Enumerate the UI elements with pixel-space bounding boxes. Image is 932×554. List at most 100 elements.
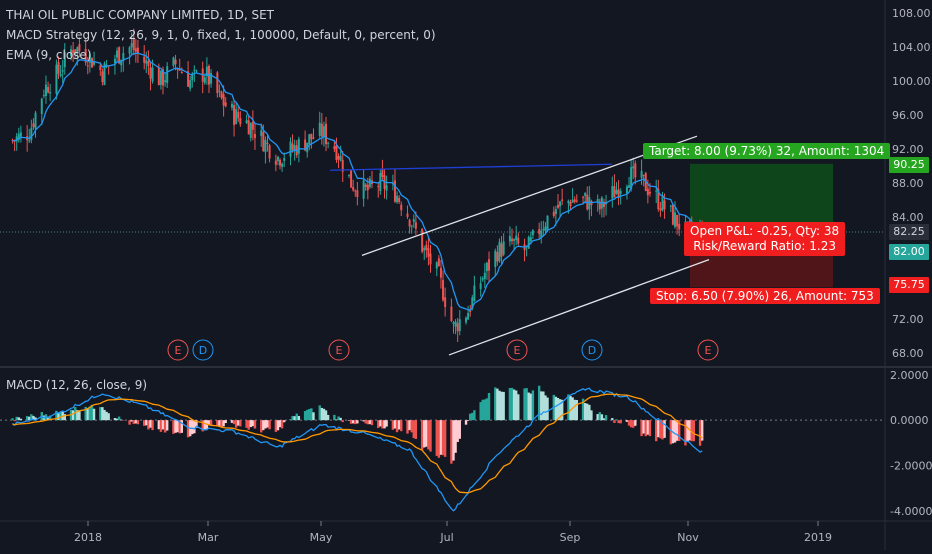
macd-histogram-bar (473, 410, 476, 421)
macd-histogram-bar (253, 420, 257, 429)
macd-histogram-bar (661, 420, 664, 440)
candle-body (322, 126, 325, 138)
candle-body (147, 60, 150, 67)
macd-histogram-bar (379, 420, 382, 427)
candle-body (350, 170, 353, 188)
event-marker-label: E (514, 344, 521, 357)
macd-histogram-bar (588, 404, 591, 421)
candle-body (588, 197, 591, 210)
macd-histogram-bar (690, 420, 693, 442)
macd-histogram-bar (312, 412, 315, 421)
candle-body (552, 211, 555, 217)
macd-histogram-bar (512, 389, 516, 421)
candle-body (408, 219, 411, 227)
macd-histogram-bar (354, 420, 357, 425)
candle-body (659, 208, 662, 211)
candle-body (454, 321, 457, 327)
candle-body (325, 123, 328, 145)
candle-body (57, 61, 60, 74)
candle-body (327, 142, 330, 144)
macd-histogram-bar (590, 410, 593, 421)
macd-histogram-bar (193, 420, 196, 434)
candle-body (30, 127, 33, 140)
macd-histogram-bar (575, 399, 578, 421)
macd-histogram-bar (13, 420, 16, 422)
candle-body (632, 166, 635, 169)
macd-histogram-bar (268, 420, 271, 430)
macd-histogram-bar (251, 420, 255, 427)
candle-body (362, 180, 365, 199)
candle-body (203, 77, 206, 83)
candle-body (567, 200, 570, 204)
candle-body (312, 137, 315, 139)
macd-histogram-bar (429, 420, 432, 452)
macd-histogram-bar (362, 420, 365, 422)
candle-body (70, 49, 73, 57)
macd-histogram-bar (471, 412, 474, 421)
candle-body (76, 47, 79, 54)
macd-histogram-bar (443, 420, 447, 457)
candle-body (427, 247, 430, 257)
candle-body (191, 74, 194, 81)
candle-body (86, 65, 89, 67)
candle-body (450, 306, 453, 322)
macd-histogram-bar (412, 420, 415, 439)
macd-histogram-bar (147, 420, 150, 430)
macd-histogram-bar (78, 411, 81, 421)
candle-body (513, 239, 516, 241)
candle-body (630, 167, 633, 190)
candle-body (655, 190, 658, 192)
candle-body (368, 178, 371, 187)
macd-histogram-bar (230, 420, 234, 423)
price-tick-label: 108.00 (892, 7, 931, 20)
candle-body (571, 199, 574, 203)
macd-histogram-bar (289, 419, 292, 421)
candle-body (465, 317, 468, 323)
candle-body (230, 103, 233, 108)
macd-histogram-bar (464, 420, 468, 425)
macd-histogram-bar (423, 420, 426, 448)
candle-body (496, 252, 499, 262)
macd-histogram-bar (640, 420, 643, 437)
macd-histogram-bar (28, 416, 31, 421)
macd-histogram-bar (310, 408, 313, 421)
candle-body (237, 112, 240, 119)
candle-body (396, 195, 399, 203)
candle-body (63, 51, 66, 68)
macd-histogram-bar (583, 403, 587, 421)
macd-histogram-bar (435, 420, 438, 456)
macd-histogram-bar (306, 409, 309, 421)
price-tick-label: 72.00 (892, 313, 924, 326)
candle-body (251, 121, 254, 130)
candle-body (602, 201, 605, 208)
candle-body (544, 226, 547, 232)
macd-histogram-bar (264, 420, 267, 429)
candle-body (166, 66, 169, 84)
macd-histogram-bar (128, 420, 131, 425)
macd-histogram-bar (191, 420, 194, 435)
candle-body (582, 196, 585, 198)
macd-histogram-bar (136, 420, 140, 425)
candle-body (471, 297, 474, 309)
macd-histogram-bar (604, 415, 608, 421)
candle-body (122, 53, 125, 61)
candle-body (59, 73, 62, 76)
candle-body (410, 225, 413, 227)
macd-histogram-bar (84, 406, 87, 421)
macd-histogram-bar (454, 420, 457, 453)
macd-histogram-bar (558, 399, 562, 421)
price-tick-label: 92.00 (892, 143, 924, 156)
macd-histogram-bar (322, 408, 326, 421)
candle-body (157, 67, 160, 86)
candle-body (218, 90, 221, 92)
macd-histogram-bar (34, 417, 37, 421)
candle-body (625, 186, 628, 194)
candle-body (174, 59, 177, 65)
candle-body (291, 143, 294, 150)
macd-histogram-bar (86, 408, 89, 421)
candle-body (247, 120, 250, 135)
macd-histogram-bar (586, 403, 589, 421)
candle-body (364, 184, 367, 187)
candle-body (640, 170, 643, 178)
event-marker-label: D (588, 344, 596, 357)
